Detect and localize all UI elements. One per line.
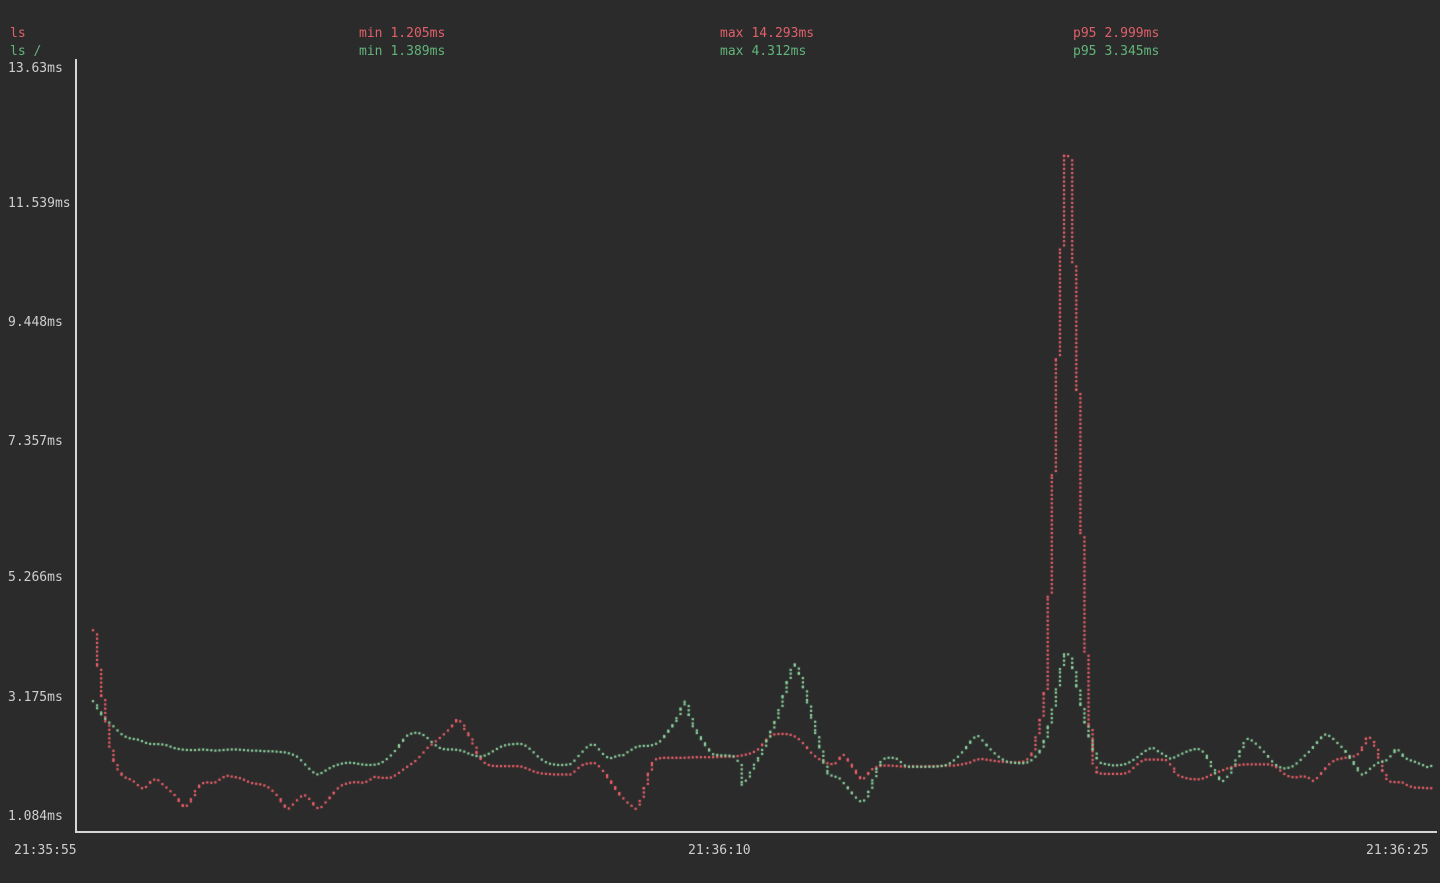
x-tick-label-end: 21:36:25 (1366, 843, 1429, 858)
legend-series-ls-slash: ls / (10, 44, 42, 59)
stat-min-word: min (359, 26, 383, 41)
stat-p95-value: 2.999ms (1104, 26, 1160, 41)
stat-max-word: max (720, 44, 744, 59)
stat-max-value: 14.293ms (751, 26, 815, 41)
y-tick-label: 13.63ms (8, 61, 63, 76)
stat-p95-word: p95 (1073, 44, 1097, 59)
stat-p95-word: p95 (1073, 26, 1097, 41)
y-tick-label: 7.357ms (8, 434, 63, 449)
stat-min-ls: min 1.205ms (359, 25, 445, 42)
stat-p95-value: 3.345ms (1104, 44, 1160, 59)
stat-max-value: 4.312ms (751, 44, 807, 59)
stat-min-word: min (359, 44, 383, 59)
x-axis-line (75, 831, 1437, 833)
stat-min-value: 1.205ms (390, 26, 446, 41)
legend-series-ls: ls (10, 26, 26, 41)
stat-max-word: max (720, 26, 744, 41)
y-tick-label: 3.175ms (8, 690, 63, 705)
stat-p95-ls: p95 2.999ms (1073, 25, 1159, 42)
stat-min-ls-slash: min 1.389ms (359, 43, 445, 60)
stat-min-value: 1.389ms (390, 44, 446, 59)
y-tick-label: 9.448ms (8, 315, 63, 330)
stat-max-ls: max 14.293ms (720, 25, 814, 42)
stat-p95-ls-slash: p95 3.345ms (1073, 43, 1159, 60)
y-tick-label: 1.084ms (8, 809, 63, 824)
y-tick-label: 5.266ms (8, 570, 63, 585)
x-tick-label-start: 21:35:55 (14, 843, 77, 858)
y-axis-line (75, 59, 77, 833)
x-tick-label-middle: 21:36:10 (688, 843, 751, 858)
stat-max-ls-slash: max 4.312ms (720, 43, 806, 60)
y-tick-label: 11.539ms (8, 196, 71, 211)
